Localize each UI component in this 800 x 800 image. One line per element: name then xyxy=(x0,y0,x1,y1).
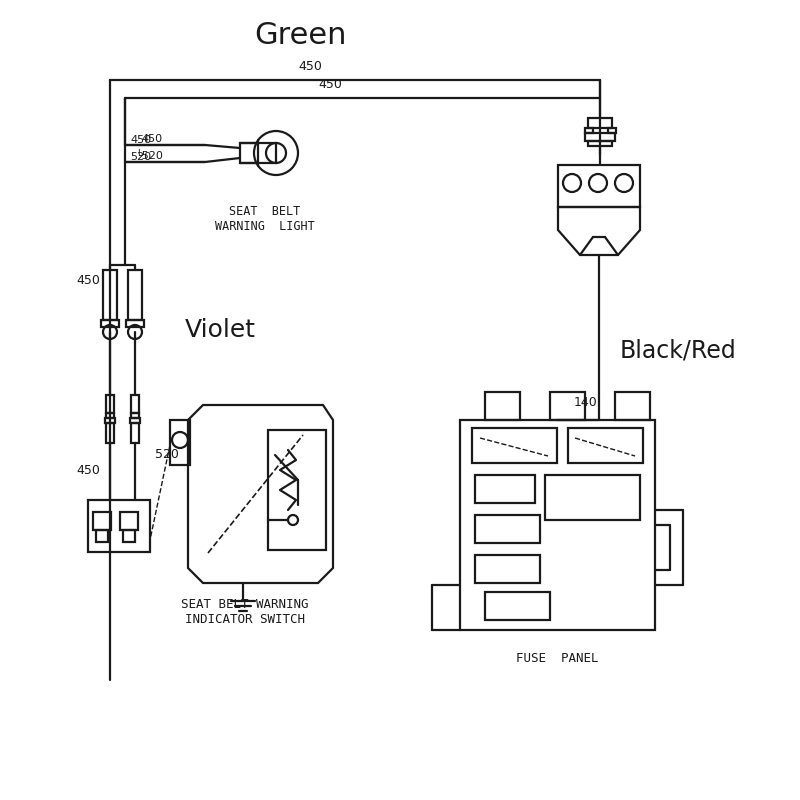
Bar xyxy=(106,395,114,413)
Bar xyxy=(101,320,119,327)
Bar xyxy=(131,413,139,418)
Text: 450: 450 xyxy=(142,134,163,144)
Text: Violet: Violet xyxy=(185,318,256,342)
Bar xyxy=(585,133,615,141)
Bar xyxy=(588,118,612,128)
Text: 520: 520 xyxy=(130,152,151,162)
Bar xyxy=(475,555,540,583)
Bar xyxy=(88,500,150,552)
Bar xyxy=(103,270,117,320)
Bar xyxy=(130,418,140,423)
Text: SEAT  BELT
WARNING  LIGHT: SEAT BELT WARNING LIGHT xyxy=(215,205,315,233)
Bar xyxy=(568,428,643,463)
Text: 450: 450 xyxy=(298,60,322,73)
Bar xyxy=(96,530,108,542)
Bar xyxy=(550,392,585,420)
Bar xyxy=(126,320,144,327)
Bar xyxy=(93,512,111,530)
Text: 140: 140 xyxy=(574,395,598,409)
Text: 450: 450 xyxy=(76,463,100,477)
Text: 450: 450 xyxy=(130,135,151,145)
Bar xyxy=(615,392,650,420)
Text: 450: 450 xyxy=(76,274,100,286)
Bar xyxy=(588,141,612,146)
Text: Black/Red: Black/Red xyxy=(620,338,737,362)
Bar xyxy=(170,420,190,465)
Bar xyxy=(485,592,550,620)
Text: 520: 520 xyxy=(155,449,179,462)
Text: FUSE  PANEL: FUSE PANEL xyxy=(516,652,598,665)
Bar xyxy=(475,515,540,543)
Bar xyxy=(131,395,139,413)
Bar xyxy=(106,423,114,443)
Bar xyxy=(558,165,640,207)
Bar xyxy=(585,128,593,133)
Bar xyxy=(460,420,655,630)
Bar xyxy=(105,418,115,423)
Bar xyxy=(485,392,520,420)
Bar xyxy=(131,423,139,443)
Bar xyxy=(106,413,114,418)
Bar xyxy=(128,270,142,320)
Bar xyxy=(268,430,326,550)
Text: SEAT BELT WARNING
INDICATOR SWITCH: SEAT BELT WARNING INDICATOR SWITCH xyxy=(182,598,309,626)
Bar xyxy=(472,428,557,463)
Bar xyxy=(475,475,535,503)
Bar xyxy=(123,530,135,542)
Bar xyxy=(545,475,640,520)
Bar xyxy=(240,143,276,163)
Bar xyxy=(120,512,138,530)
Bar xyxy=(608,128,616,133)
Text: └520: └520 xyxy=(135,151,163,161)
Text: 450: 450 xyxy=(318,78,342,91)
Text: Green: Green xyxy=(254,21,346,50)
